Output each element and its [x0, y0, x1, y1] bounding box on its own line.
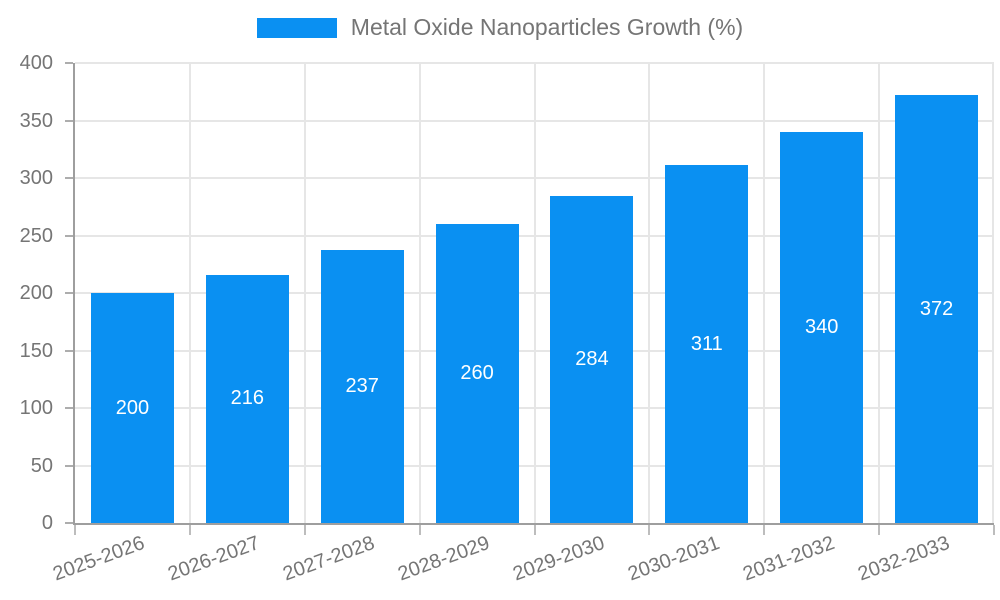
- y-axis-label: 100: [19, 397, 53, 419]
- y-tick: [65, 407, 73, 409]
- x-tick: [648, 525, 651, 535]
- y-axis-label: 200: [19, 282, 53, 304]
- y-tick: [65, 292, 73, 294]
- x-axis-line: [73, 523, 994, 525]
- bar[interactable]: 340: [780, 132, 864, 523]
- v-gridline: [763, 63, 766, 523]
- x-axis-label: 2030-2031: [624, 532, 723, 586]
- x-tick: [418, 525, 421, 535]
- y-axis-label: 300: [19, 167, 53, 189]
- y-tick: [65, 177, 73, 179]
- bar-value-label: 372: [919, 297, 954, 320]
- bar-value-label: 237: [345, 375, 379, 398]
- x-axis-label: 2026-2027: [165, 532, 263, 586]
- bar[interactable]: 216: [205, 274, 289, 523]
- x-axis-label: 2031-2032: [739, 532, 838, 586]
- bar[interactable]: 311: [665, 165, 749, 523]
- x-tick: [993, 525, 995, 535]
- x-axis-labels: 2025-2026 2026-2027 2027-2028 2028-2029 2029…: [51, 532, 994, 600]
- y-tick: [65, 119, 73, 122]
- x-tick: [533, 525, 536, 535]
- x-tick: [763, 525, 766, 535]
- x-axis-label: 2029-2030: [510, 532, 608, 586]
- y-axis-label: 250: [19, 224, 53, 247]
- x-tick: [303, 525, 306, 535]
- bar-value-label: 284: [575, 348, 609, 371]
- y-tick: [65, 464, 73, 467]
- x-tick: [878, 525, 881, 535]
- bar-value-label: 260: [460, 362, 494, 384]
- v-gridline: [303, 63, 306, 523]
- x-tick: [74, 525, 76, 535]
- bar[interactable]: 260: [435, 224, 519, 523]
- y-axis-label: 150: [19, 339, 53, 362]
- y-axis-labels: 0 50 100 150 200 250 300 350 400: [0, 53, 75, 533]
- y-tick: [65, 522, 73, 524]
- v-gridline: [648, 63, 651, 523]
- x-axis-label: 2025-2026: [50, 532, 148, 586]
- bar[interactable]: 284: [550, 196, 634, 523]
- v-gridline: [878, 63, 881, 523]
- x-axis-label: 2028-2029: [395, 532, 493, 586]
- y-axis-line: [73, 63, 75, 525]
- x-axis-label: 2032-2033: [854, 532, 953, 586]
- bar-value-label: 216: [230, 387, 264, 410]
- y-axis-label: 350: [19, 109, 53, 132]
- v-gridline: [188, 63, 191, 523]
- y-axis-label: 400: [19, 52, 53, 74]
- y-tick: [65, 234, 73, 237]
- y-axis-label: 50: [30, 454, 53, 477]
- bar[interactable]: 372: [895, 95, 979, 523]
- x-tick: [188, 525, 191, 535]
- y-tick: [65, 62, 73, 64]
- v-gridline: [533, 63, 536, 523]
- bar-value-label: 340: [804, 316, 839, 338]
- legend-label: Metal Oxide Nanoparticles Growth (%): [350, 14, 744, 40]
- y-axis-label: 0: [41, 512, 53, 534]
- y-tick: [65, 349, 73, 352]
- v-gridline: [992, 63, 994, 523]
- chart-legend[interactable]: Metal Oxide Nanoparticles Growth (%): [0, 14, 1000, 41]
- bar[interactable]: 237: [320, 250, 404, 523]
- x-axis-label: 2027-2028: [280, 532, 378, 586]
- legend-swatch-icon: [256, 17, 337, 38]
- bar-value-label: 200: [115, 396, 150, 419]
- v-gridline: [418, 63, 421, 523]
- bar-value-label: 311: [690, 332, 723, 355]
- plot-area: 200 216 237 260 284 311 340 372: [65, 62, 995, 535]
- bar[interactable]: 200: [90, 293, 174, 523]
